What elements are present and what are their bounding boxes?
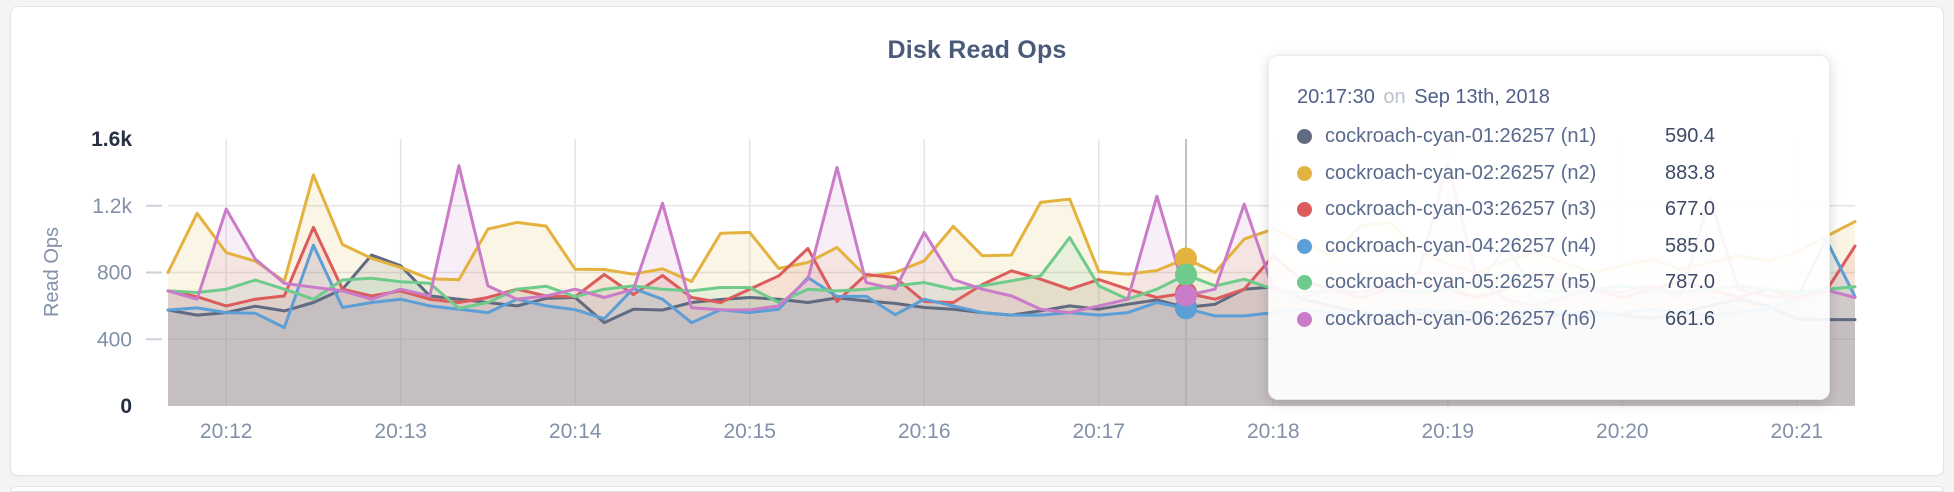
tooltip-conjunction: on [1383, 86, 1406, 108]
series-color-dot [1297, 202, 1312, 217]
x-tick-label: 20:12 [200, 420, 253, 443]
y-tick-label: 0 [120, 395, 132, 418]
hover-point-dot[interactable] [1175, 284, 1198, 307]
series-value: 585.0 [1665, 234, 1716, 257]
series-name: cockroach-cyan-06:26257 (n6) [1325, 307, 1597, 330]
hover-point-dot[interactable] [1175, 263, 1198, 286]
tooltip-row: cockroach-cyan-06:26257 (n6) 661.6 [1297, 308, 1799, 331]
series-value: 590.4 [1665, 125, 1716, 147]
series-name: cockroach-cyan-05:26257 (n5) [1325, 271, 1597, 293]
tooltip-time: 20:17:30 [1297, 86, 1375, 108]
series-color-dot [1297, 129, 1312, 144]
series-color-dot [1297, 165, 1312, 181]
series-name: cockroach-cyan-02:26257 (n2) [1325, 161, 1597, 184]
y-tick-label: 1.6k [91, 128, 132, 151]
series-name: cockroach-cyan-01:26257 (n1) [1325, 125, 1597, 147]
x-tick-label: 20:21 [1771, 420, 1824, 443]
series-value: 883.8 [1665, 161, 1716, 184]
x-tick-label: 20:19 [1422, 420, 1475, 443]
series-value: 787.0 [1665, 271, 1716, 293]
tooltip-row: cockroach-cyan-02:26257 (n2) 883.8 [1297, 162, 1799, 185]
x-tick-label: 20:13 [374, 420, 427, 443]
hover-point-dot[interactable] [1175, 247, 1198, 270]
series-value: 661.6 [1665, 307, 1716, 330]
series-color-dot [1297, 275, 1312, 290]
tooltip-row: cockroach-cyan-04:26257 (n4) 585.0 [1297, 235, 1799, 258]
x-tick-label: 20:15 [723, 420, 776, 443]
series-color-dot [1297, 238, 1312, 254]
y-axis-label: Read Ops [41, 227, 63, 317]
x-tick-label: 20:16 [898, 420, 951, 443]
series-value: 677.0 [1665, 198, 1716, 220]
tooltip-row: cockroach-cyan-03:26257 (n3) 677.0 [1297, 198, 1799, 221]
series-name: cockroach-cyan-04:26257 (n4) [1325, 234, 1597, 257]
tooltip-header: 20:17:30 on Sep 13th, 2018 [1297, 86, 1799, 109]
chart-title: Disk Read Ops [887, 36, 1067, 64]
y-tick-label: 1.2k [92, 195, 132, 218]
x-tick-label: 20:17 [1072, 420, 1125, 443]
x-tick-label: 20:18 [1247, 420, 1300, 443]
tooltip-date: Sep 13th, 2018 [1414, 86, 1550, 108]
series-name: cockroach-cyan-03:26257 (n3) [1325, 198, 1597, 220]
hover-tooltip: 20:17:30 on Sep 13th, 2018 cockroach-cya… [1268, 55, 1830, 400]
y-tick-label: 400 [97, 328, 132, 351]
x-tick-label: 20:20 [1596, 420, 1649, 443]
tooltip-row: cockroach-cyan-01:26257 (n1) 590.4 [1297, 125, 1799, 148]
x-tick-label: 20:14 [549, 420, 602, 443]
tooltip-rows: cockroach-cyan-01:26257 (n1) 590.4 cockroa… [1297, 125, 1799, 331]
tooltip-row: cockroach-cyan-05:26257 (n5) 787.0 [1297, 271, 1799, 294]
y-tick-label: 800 [97, 262, 132, 285]
series-color-dot [1297, 311, 1312, 327]
